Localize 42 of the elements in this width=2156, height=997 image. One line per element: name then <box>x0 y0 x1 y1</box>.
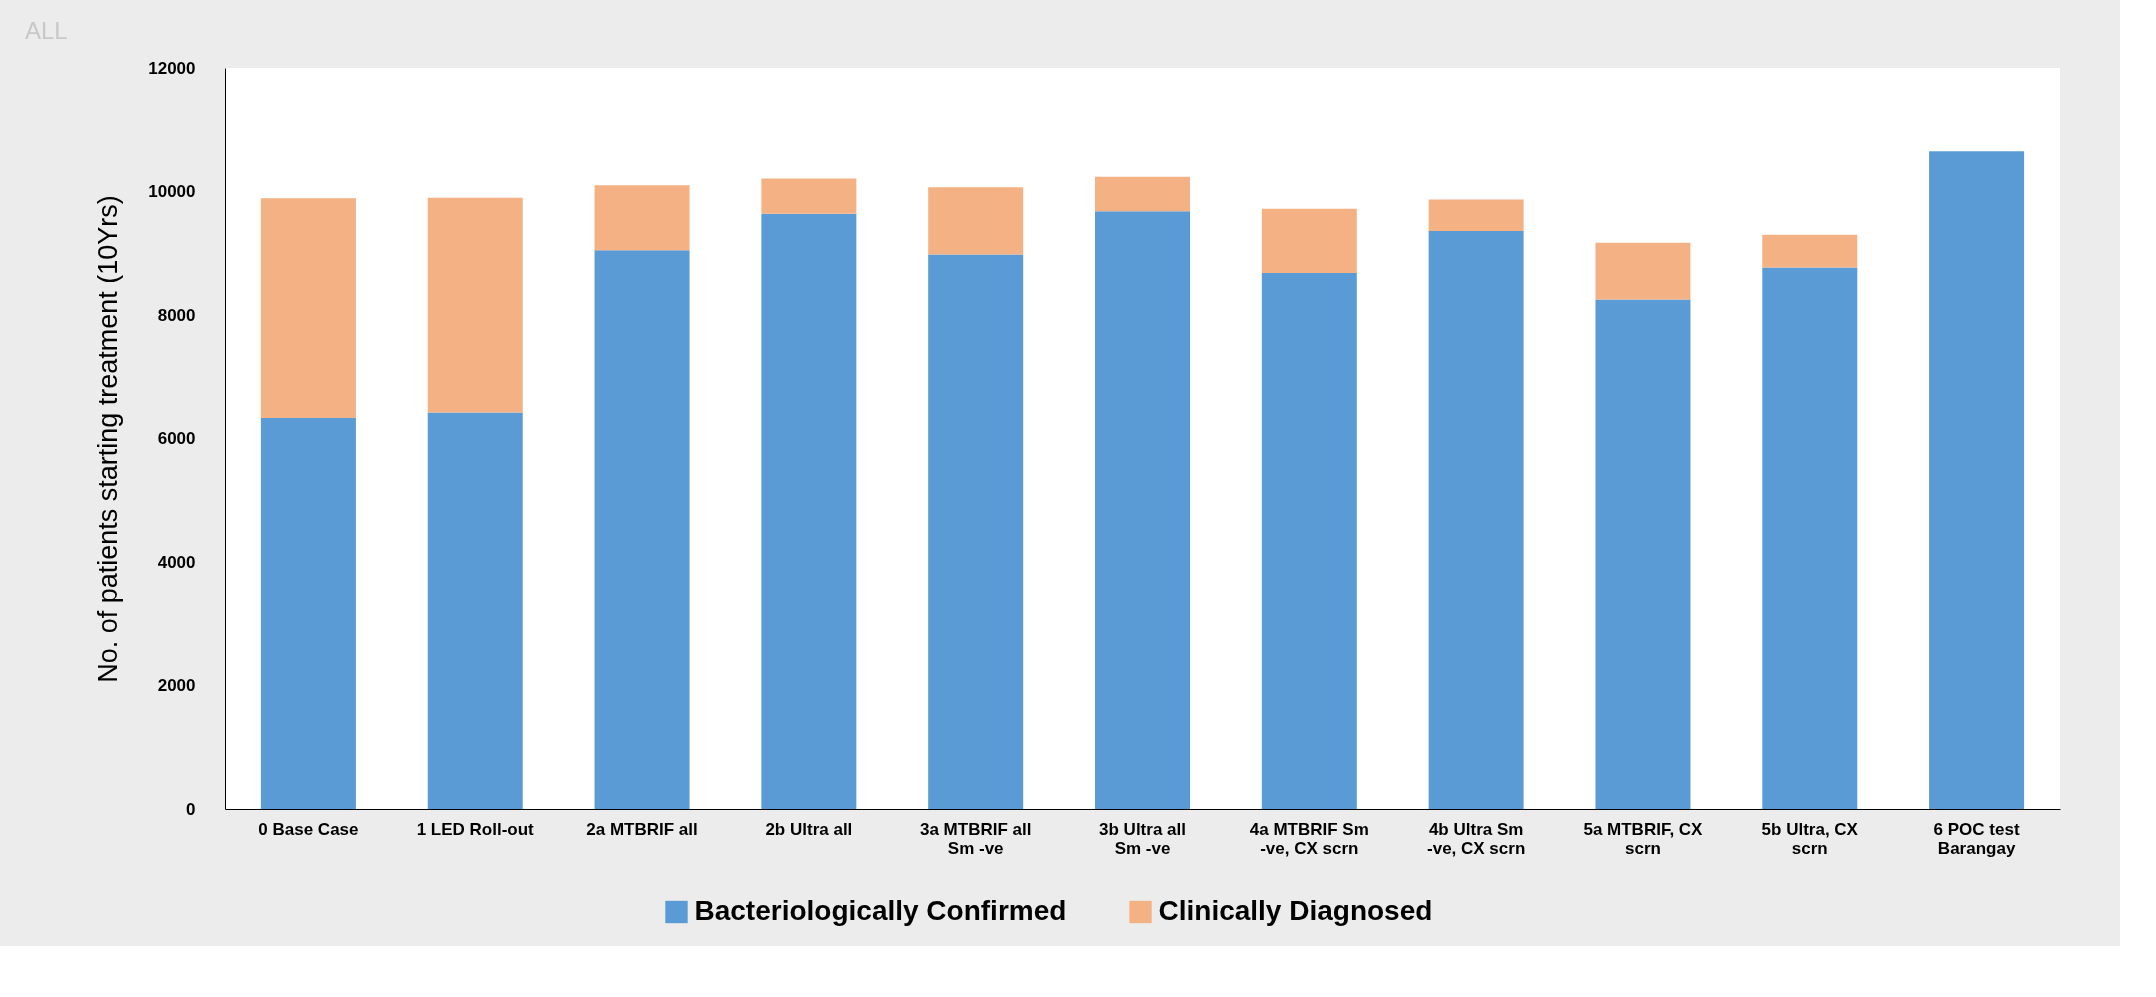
x-tick-label: 3a MTBRIF all Sm -ve <box>919 819 1032 858</box>
bar <box>594 250 690 809</box>
bar <box>1762 234 1858 268</box>
bar <box>1428 231 1524 809</box>
x-tick-label: 5a MTBRIF, CX scrn <box>1583 819 1704 858</box>
y-tick-label: 8000 <box>157 305 196 325</box>
bar <box>1261 273 1357 809</box>
legend-label: Bacteriologically Confirmed <box>694 895 1067 926</box>
y-tick-label: 2000 <box>157 676 196 695</box>
y-tick-label: 10000 <box>148 182 196 201</box>
y-tick-label: 6000 <box>157 429 196 448</box>
bar <box>427 412 523 809</box>
x-tick-label: 5b Ultra, CX scrn <box>1761 819 1859 858</box>
bar <box>427 197 523 413</box>
bar <box>761 213 857 809</box>
y-tick-label: 0 <box>186 799 196 819</box>
x-tick-label: 0 Base Case <box>258 819 359 839</box>
bar <box>260 198 356 419</box>
y-tick-label: 4000 <box>157 552 196 572</box>
x-tick-label: 6 POC test Barangay <box>1933 819 2020 858</box>
legend-label: Clinically Diagnosed <box>1158 895 1433 926</box>
bar <box>761 178 857 214</box>
x-tick-label: 1 LED Roll-out <box>416 819 535 839</box>
bar <box>928 187 1024 255</box>
y-tick-label: 12000 <box>148 58 196 78</box>
bar <box>1261 208 1357 274</box>
bar <box>260 418 356 809</box>
x-tick-label: 3b Ultra all Sm -ve <box>1099 819 1186 858</box>
bar <box>1095 211 1190 809</box>
bar <box>928 254 1024 809</box>
bar <box>1595 299 1691 809</box>
x-tick-label: 4a MTBRIF Sm -ve, CX scrn <box>1249 819 1369 858</box>
bar <box>1762 267 1858 809</box>
y-axis-title: No. of patients starting treatment (10Yrs) <box>93 195 124 683</box>
x-tick-label: 4b Ultra Sm -ve, CX scrn <box>1427 819 1526 858</box>
bar <box>1595 242 1691 300</box>
x-tick-label: 2b Ultra all <box>765 819 853 839</box>
bar <box>1095 176 1190 212</box>
bar <box>1929 151 2025 809</box>
bar <box>1428 199 1524 232</box>
x-tick-label: 2a MTBRIF all <box>586 819 698 839</box>
bar <box>594 185 690 251</box>
